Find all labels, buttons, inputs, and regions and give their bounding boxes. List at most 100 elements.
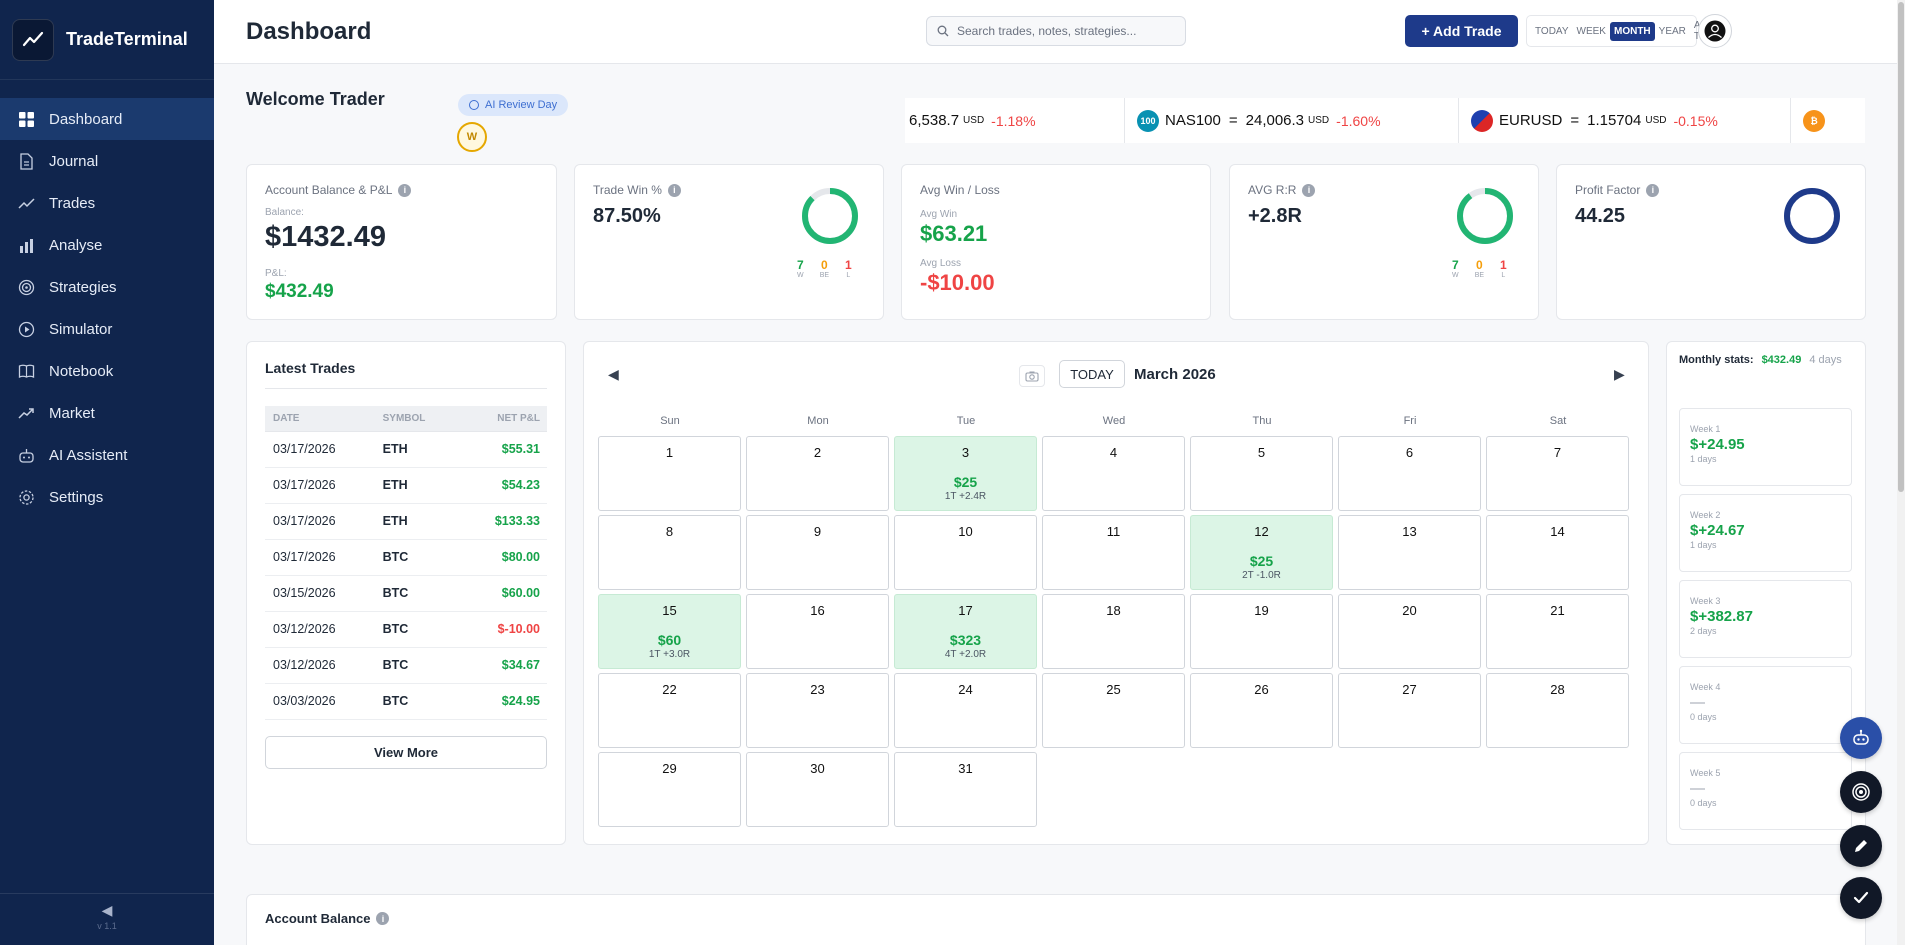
week-stat-card[interactable]: Week 3 $+382.87 2 days — [1679, 580, 1852, 658]
next-month-button[interactable]: ▶ — [1614, 366, 1625, 382]
avatar[interactable] — [1698, 14, 1732, 48]
sidebar-item-simulator[interactable]: Simulator — [0, 308, 214, 350]
search-input[interactable]: Search trades, notes, strategies... — [926, 16, 1186, 46]
calendar-day[interactable]: 28 — [1486, 673, 1629, 748]
calendar-day[interactable]: 10 — [894, 515, 1037, 590]
calendar-day[interactable]: 24 — [894, 673, 1037, 748]
scrollbar-thumb[interactable] — [1898, 2, 1904, 492]
calendar-today-button[interactable]: TODAY — [1059, 360, 1125, 388]
pf-title-text: Profit Factor — [1575, 183, 1641, 197]
calendar-day[interactable]: 16 — [746, 594, 889, 669]
sidebar-item-journal[interactable]: Journal — [0, 140, 214, 182]
info-icon[interactable]: i — [398, 183, 412, 197]
table-row[interactable]: 03/17/2026 BTC $80.00 — [265, 539, 547, 576]
table-row[interactable]: 03/17/2026 ETH $133.33 — [265, 503, 547, 540]
range-year[interactable]: YEAR — [1658, 25, 1686, 37]
ticker-symbol: EURUSD — [1499, 112, 1563, 129]
week-stat-card[interactable]: Week 5 —0 days — [1679, 752, 1852, 830]
page-scrollbar[interactable] — [1897, 0, 1905, 945]
calendar-day[interactable]: 27 — [1338, 673, 1481, 748]
calendar-panel: ◀ TODAY March 2026 ▶ Sun Mon Tue Wed Thu Fri S… — [583, 341, 1649, 845]
info-icon[interactable]: i — [1646, 183, 1660, 197]
ticker-item[interactable]: EURUSD = 1.15704 USD -0.15% — [1459, 98, 1791, 143]
table-row[interactable]: 03/12/2026 BTC $-10.00 — [265, 611, 547, 648]
sidebar-item-market[interactable]: Market — [0, 392, 214, 434]
info-icon[interactable]: i — [376, 912, 390, 925]
ai-review-day-badge[interactable]: AI Review Day — [458, 94, 569, 116]
monthly-stats-value: $432.49 — [1761, 354, 1802, 366]
checklist-fab[interactable] — [1840, 877, 1882, 919]
version-label: v 1.1 — [97, 921, 117, 931]
calendar-day[interactable]: 26 — [1190, 673, 1333, 748]
notes-fab[interactable] — [1840, 825, 1882, 867]
sidebar-item-analyse[interactable]: Analyse — [0, 224, 214, 266]
table-row[interactable]: 03/17/2026 ETH $55.31 — [265, 431, 547, 468]
calendar-day[interactable]: 20 — [1338, 594, 1481, 669]
table-row[interactable]: 03/12/2026 BTC $34.67 — [265, 647, 547, 684]
calendar-day[interactable]: 15 $60 1T +3.0R — [598, 594, 741, 669]
ticker-item[interactable]: 6,538.7 USD -1.18% — [905, 98, 1125, 143]
calendar-day[interactable]: 8 — [598, 515, 741, 590]
calendar-day[interactable]: 13 — [1338, 515, 1481, 590]
calendar-day[interactable]: 21 — [1486, 594, 1629, 669]
prev-month-button[interactable]: ◀ — [608, 366, 619, 382]
range-month[interactable]: MONTH — [1609, 21, 1655, 41]
column-header[interactable]: DATE — [265, 406, 375, 432]
column-header[interactable]: SYMBOL — [374, 406, 454, 432]
calendar-day[interactable]: 31 — [894, 752, 1037, 827]
calendar-day[interactable]: 6 — [1338, 436, 1481, 511]
calendar-day[interactable]: 14 — [1486, 515, 1629, 590]
sidebar-item-settings[interactable]: Settings — [0, 476, 214, 518]
ai-assistant-fab[interactable] — [1840, 717, 1882, 759]
range-week[interactable]: WEEK — [1576, 25, 1606, 37]
calendar-day[interactable]: 25 — [1042, 673, 1185, 748]
market-ticker: 6,538.7 USD -1.18% 100 NAS100 = 24,006.3… — [905, 98, 1865, 143]
calendar-day[interactable]: 2 — [746, 436, 889, 511]
calendar-day[interactable]: 3 $25 1T +2.4R — [894, 436, 1037, 511]
calendar-day[interactable]: 12 $25 2T -1.0R — [1190, 515, 1333, 590]
calendar-day[interactable]: 29 — [598, 752, 741, 827]
column-header[interactable]: NET P&L — [453, 406, 547, 432]
view-more-button[interactable]: View More — [265, 736, 547, 769]
screenshot-button[interactable] — [1019, 365, 1045, 387]
strategies-fab[interactable] — [1840, 771, 1882, 813]
range-today[interactable]: TODAY — [1535, 25, 1569, 37]
avg-loss-value: -$10.00 — [920, 270, 995, 295]
sidebar-item-notebook[interactable]: Notebook — [0, 350, 214, 392]
day-trade-summary: 1T +2.4R — [944, 491, 987, 502]
week-stat-card[interactable]: Week 2 $+24.67 1 days — [1679, 494, 1852, 572]
calendar-day[interactable]: 30 — [746, 752, 889, 827]
calendar-day[interactable]: 11 — [1042, 515, 1185, 590]
calendar-day[interactable]: 19 — [1190, 594, 1333, 669]
table-row[interactable]: 03/17/2026 ETH $54.23 — [265, 467, 547, 504]
sidebar-item-dashboard[interactable]: Dashboard — [0, 98, 214, 140]
week-stat-card[interactable]: Week 4 —0 days — [1679, 666, 1852, 744]
week-stat-card[interactable]: Week 1 $+24.95 1 days — [1679, 408, 1852, 486]
day-number: 22 — [662, 682, 677, 697]
ticker-currency: USD — [963, 115, 985, 126]
collapse-sidebar-button[interactable]: ◀ v 1.1 — [0, 893, 214, 945]
calendar-day[interactable]: 18 — [1042, 594, 1185, 669]
ticker-item[interactable]: ₿ — [1791, 98, 1845, 143]
calendar-day[interactable]: 5 — [1190, 436, 1333, 511]
calendar-day[interactable]: 23 — [746, 673, 889, 748]
calendar-day[interactable]: 4 — [1042, 436, 1185, 511]
ticker-currency: USD — [1645, 115, 1667, 126]
sidebar-item-ai-assistent[interactable]: AI Assistent — [0, 434, 214, 476]
brand[interactable]: TradeTerminal — [0, 0, 214, 80]
info-icon[interactable]: i — [667, 183, 681, 197]
sidebar-item-trades[interactable]: Trades — [0, 182, 214, 224]
calendar-day[interactable]: 1 — [598, 436, 741, 511]
table-row[interactable]: 03/15/2026 BTC $60.00 — [265, 575, 547, 612]
calendar-day[interactable]: 17 $323 4T +2.0R — [894, 594, 1037, 669]
calendar-day[interactable]: 7 — [1486, 436, 1629, 511]
ticker-change: -1.60% — [1336, 112, 1381, 129]
sidebar-item-strategies[interactable]: Strategies — [0, 266, 214, 308]
add-trade-button[interactable]: + Add Trade — [1405, 15, 1518, 47]
table-row[interactable]: 03/03/2026 BTC $24.95 — [265, 683, 547, 720]
week-label: Week 2 — [1690, 510, 1721, 520]
ticker-item[interactable]: 100 NAS100 = 24,006.3 USD -1.60% — [1125, 98, 1459, 143]
info-icon[interactable]: i — [1302, 183, 1316, 197]
calendar-day[interactable]: 9 — [746, 515, 889, 590]
calendar-day[interactable]: 22 — [598, 673, 741, 748]
